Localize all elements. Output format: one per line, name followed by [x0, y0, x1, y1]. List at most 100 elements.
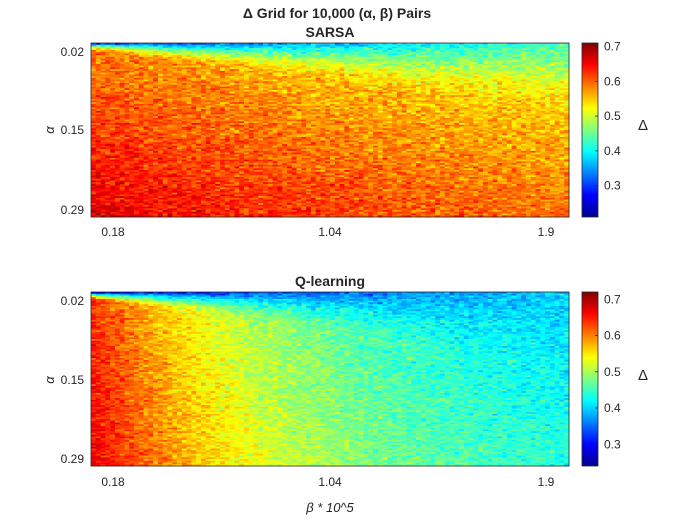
heatmap-cell [138, 65, 144, 68]
heatmap-cell [301, 88, 307, 91]
heatmap-cell [416, 44, 422, 47]
heatmap-cell [525, 67, 532, 70]
heatmap-cell [229, 49, 235, 53]
heatmap-cell [119, 86, 125, 89]
heatmap-cell [181, 112, 187, 115]
heatmap-cell [339, 86, 345, 89]
heatmap-cell [177, 98, 183, 101]
heatmap-cell [502, 109, 508, 112]
heatmap-cell [559, 51, 565, 54]
heatmap-cell [157, 76, 164, 79]
heatmap-cell [315, 112, 321, 115]
heatmap-cell [545, 46, 551, 49]
heatmap-cell [454, 46, 460, 49]
heatmap-cell [210, 51, 216, 54]
heatmap-cell [349, 62, 355, 65]
heatmap-cell [373, 116, 379, 119]
heatmap-cell [277, 55, 283, 58]
heatmap-cell [234, 63, 240, 66]
heatmap-cell [406, 79, 412, 82]
heatmap-cell [420, 55, 426, 58]
heatmap-cell [124, 96, 130, 100]
heatmap-cell [516, 49, 522, 53]
heatmap-cell [229, 74, 235, 77]
heatmap-cell [100, 46, 106, 49]
heatmap-cell [282, 44, 288, 47]
heatmap-cell [286, 100, 293, 103]
heatmap-cell [344, 112, 350, 115]
heatmap-cell [162, 114, 168, 117]
heatmap-cell [349, 114, 355, 117]
heatmap-cell [234, 88, 240, 91]
heatmap-cell [253, 70, 259, 73]
heatmap-cell [521, 79, 527, 82]
heatmap-cell [463, 48, 469, 51]
heatmap-cell [272, 83, 278, 86]
heatmap-cell [516, 88, 522, 91]
heatmap-cell [430, 51, 436, 54]
heatmap-cell [272, 67, 278, 70]
heatmap-cell [172, 114, 178, 117]
heatmap-cell [406, 98, 412, 101]
heatmap-cell [430, 44, 436, 47]
heatmap-cell [301, 43, 307, 46]
heatmap-cell [411, 98, 417, 101]
heatmap-cell [196, 102, 202, 105]
heatmap-cell [449, 49, 455, 53]
heatmap-cell [416, 107, 422, 110]
heatmap-cell [525, 79, 532, 82]
heatmap-cell [291, 48, 297, 51]
heatmap-cell [306, 70, 312, 73]
heatmap-cell [535, 109, 541, 112]
heatmap-cell [134, 109, 140, 112]
heatmap-cell [516, 81, 522, 84]
heatmap-cell [119, 91, 125, 94]
heatmap-cell [497, 62, 503, 65]
heatmap-cell [110, 43, 116, 46]
heatmap-cell [411, 103, 417, 106]
heatmap-cell [368, 98, 374, 101]
heatmap-cell [263, 83, 269, 86]
heatmap-cell [373, 93, 379, 96]
heatmap-cell [549, 51, 556, 54]
heatmap-cell [277, 69, 283, 72]
heatmap-cell [330, 98, 336, 101]
heatmap-cell [167, 114, 173, 117]
heatmap-cell [124, 83, 130, 86]
heatmap-cell [234, 65, 240, 68]
heatmap-cell [449, 58, 455, 61]
heatmap-cell [492, 44, 498, 47]
heatmap-cell [243, 88, 250, 91]
heatmap-cell [330, 110, 336, 113]
heatmap-cell [248, 114, 254, 117]
heatmap-cell [134, 60, 140, 63]
heatmap-cell [353, 81, 360, 84]
heatmap-cell [387, 91, 393, 94]
heatmap-cell [114, 79, 121, 82]
heatmap-cell [277, 56, 283, 60]
heatmap-cell [220, 112, 226, 115]
heatmap-cell [124, 95, 130, 98]
heatmap-cell [248, 109, 254, 112]
heatmap-cell [330, 93, 336, 96]
heatmap-cell [119, 55, 125, 58]
heatmap-cell [196, 109, 202, 112]
heatmap-cell [153, 98, 159, 101]
heatmap-cell [153, 112, 159, 115]
heatmap-cell [205, 95, 211, 98]
heatmap-cell [511, 89, 517, 93]
heatmap-cell [282, 76, 288, 79]
heatmap-cell [224, 44, 230, 47]
heatmap-cell [487, 89, 493, 93]
heatmap-cell [301, 84, 307, 87]
heatmap-cell [344, 109, 350, 112]
heatmap-cell [282, 86, 288, 89]
heatmap-cell [511, 112, 517, 115]
heatmap-cell [545, 105, 551, 108]
heatmap-cell [181, 84, 187, 87]
heatmap-cell [435, 84, 441, 87]
heatmap-cell [105, 84, 111, 87]
heatmap-cell [459, 98, 465, 101]
heatmap-cell [172, 70, 178, 73]
heatmap-cell [100, 79, 106, 82]
